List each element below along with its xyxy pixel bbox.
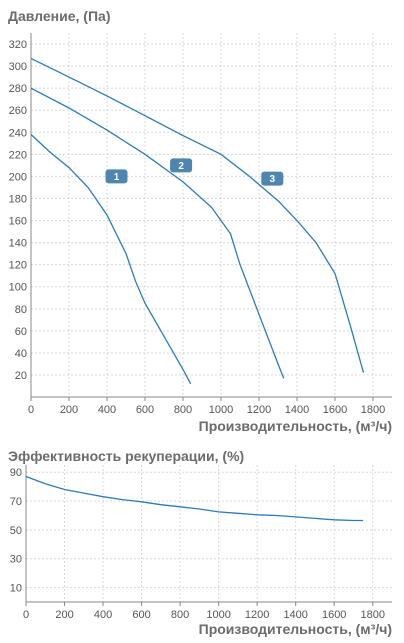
x-tick-label: 0	[23, 609, 29, 621]
y-tick-label: 240	[9, 127, 27, 139]
x-tick-label: 600	[136, 404, 154, 416]
x-tick-label: 1200	[245, 609, 269, 621]
y-tick-label: 280	[9, 83, 27, 95]
x-tick-label: 1800	[361, 404, 385, 416]
pressure-chart-ticks: 2040608010012014016018020022024026028030…	[9, 39, 386, 416]
series-line-2	[30, 87, 285, 379]
x-tick-label: 200	[60, 404, 78, 416]
efficiency-chart-ticks: 10 30 50 70 90 0 200 400 600 800 1000 1200 1400 1600 1…	[10, 467, 385, 621]
x-tick-label: 1800	[360, 609, 384, 621]
curve-label-badge	[261, 171, 284, 186]
x-tick-label: 800	[174, 404, 192, 416]
y-tick-label: 140	[9, 238, 27, 250]
x-tick-label: 400	[98, 404, 116, 416]
y-tick-label: 10	[10, 583, 22, 595]
y-tick-label: 300	[9, 61, 27, 73]
efficiency-chart-curves	[25, 475, 364, 522]
efficiency-chart-grid	[26, 465, 392, 602]
curve-label-text: 3	[270, 174, 276, 185]
curve-label-badge	[105, 169, 128, 184]
curve-label-2: 2	[170, 158, 193, 173]
series-line-1	[30, 134, 192, 385]
x-tick-label: 1000	[209, 404, 233, 416]
y-tick-label: 320	[9, 39, 27, 51]
curve-label-badge	[170, 158, 193, 173]
x-tick-label: 1200	[247, 404, 271, 416]
curve-label-1: 1	[105, 169, 128, 184]
efficiency-chart-title: Эффективность рекуперации, (%)	[8, 448, 244, 464]
y-tick-label: 20	[15, 370, 27, 382]
curve-label-3: 3	[261, 171, 284, 186]
series-line-3	[30, 57, 365, 373]
efficiency-chart-x-axis-label: Производительность, (м³/ч)	[199, 621, 392, 637]
x-tick-label: 600	[132, 609, 150, 621]
efficiency-chart-axes	[25, 465, 392, 606]
x-tick-label: 400	[94, 609, 112, 621]
y-tick-label: 100	[9, 282, 27, 294]
curve-label-text: 1	[114, 172, 120, 183]
y-tick-label: 30	[10, 554, 22, 566]
pressure-chart-grid	[31, 33, 392, 397]
y-tick-label: 200	[9, 171, 27, 183]
y-tick-label: 220	[9, 149, 27, 161]
x-tick-label: 1400	[283, 609, 307, 621]
pressure-chart-curves	[30, 57, 365, 385]
x-tick-label: 0	[28, 404, 34, 416]
x-tick-label: 200	[55, 609, 73, 621]
pressure-chart: Давление, (Па) 2040608010012014016018020…	[8, 8, 392, 434]
x-tick-label: 1400	[285, 404, 309, 416]
y-tick-label: 120	[9, 260, 27, 272]
x-tick-label: 800	[171, 609, 189, 621]
y-tick-label: 90	[10, 467, 22, 479]
y-tick-label: 60	[15, 326, 27, 338]
pressure-chart-curve-labels: 1 2 3	[105, 158, 284, 186]
y-tick-label: 40	[15, 348, 27, 360]
recovery-efficiency-chart: Эффективность рекуперации, (%) 10 30 50 70 9…	[8, 448, 392, 637]
y-tick-label: 50	[10, 525, 22, 537]
y-tick-label: 70	[10, 496, 22, 508]
x-tick-label: 1600	[323, 404, 347, 416]
y-tick-label: 180	[9, 193, 27, 205]
series-line-1	[25, 475, 364, 522]
y-tick-label: 260	[9, 105, 27, 117]
curve-label-text: 2	[178, 161, 184, 172]
x-tick-label: 1600	[322, 609, 346, 621]
x-tick-label: 1000	[206, 609, 230, 621]
y-tick-label: 160	[9, 216, 27, 228]
pressure-chart-axes	[30, 33, 392, 401]
y-tick-label: 80	[15, 304, 27, 316]
pressure-chart-x-axis-label: Производительность, (м³/ч)	[199, 418, 392, 434]
pressure-chart-title: Давление, (Па)	[8, 8, 110, 24]
